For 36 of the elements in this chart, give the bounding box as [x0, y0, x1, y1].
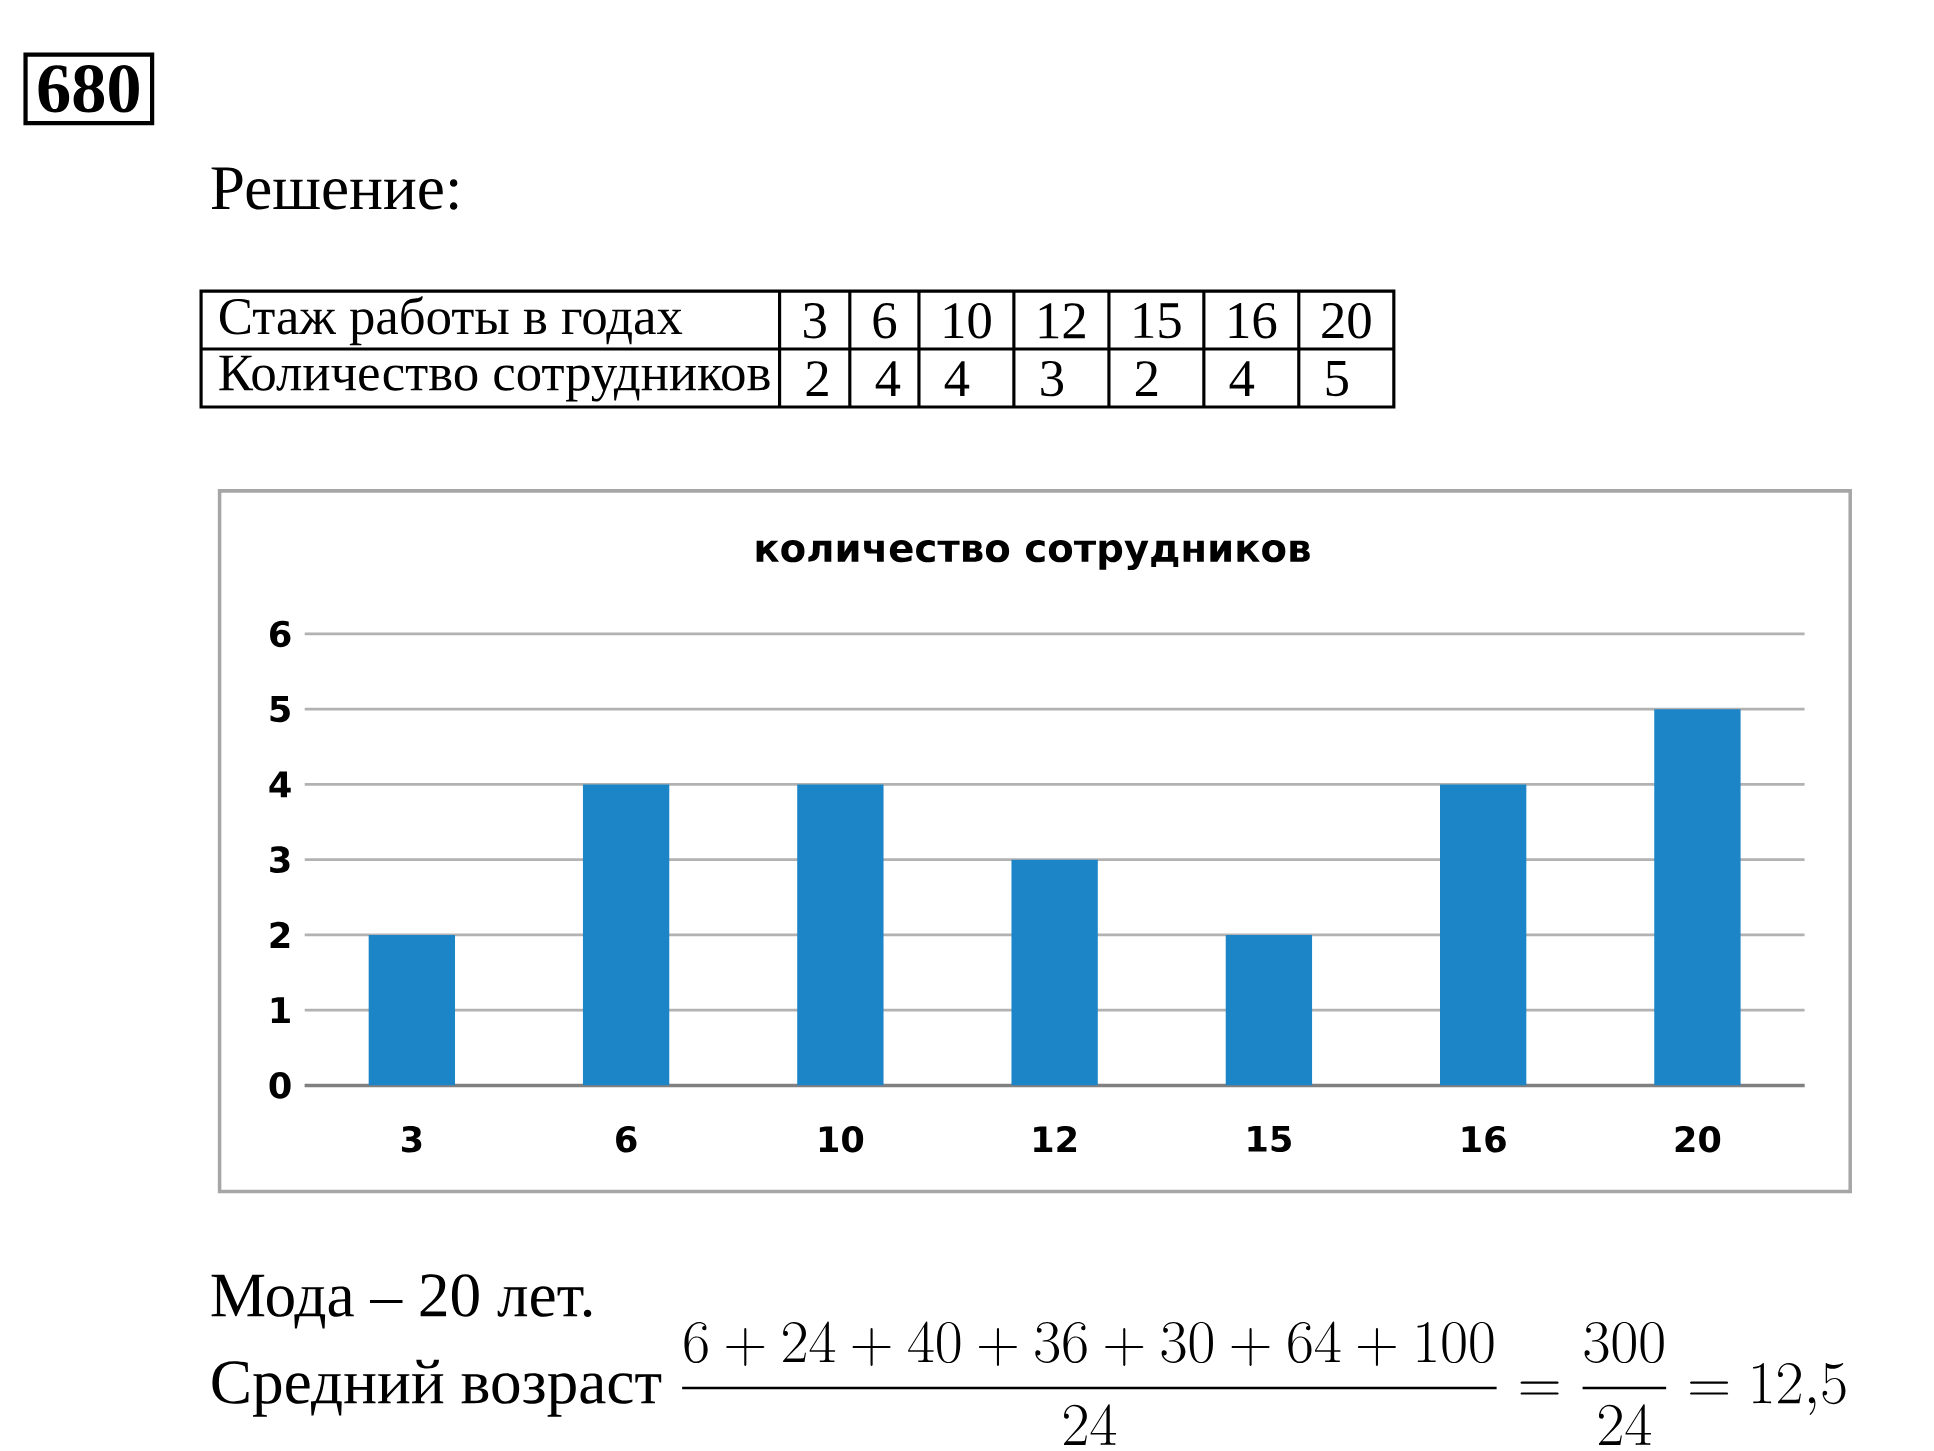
- category-label: 20: [1322, 303, 1371, 339]
- x-tick-label: 6: [616, 1126, 637, 1153]
- text: 2: [806, 361, 828, 397]
- x-tick-label: 16: [1462, 1126, 1506, 1153]
- text: Мода – 20 лет.: [211, 1274, 592, 1329]
- text: Решение:: [211, 167, 458, 211]
- category-label: 15: [1134, 303, 1181, 339]
- category-label: 3: [804, 303, 826, 339]
- category-label: 16: [1229, 303, 1277, 339]
- chart-title: количество сотрудников: [756, 540, 1310, 571]
- text: 3: [1041, 361, 1064, 397]
- x-tick-label: 3: [401, 1126, 422, 1153]
- text: 5: [1326, 361, 1348, 397]
- text: 4: [944, 361, 970, 397]
- text: 680: [38, 65, 139, 113]
- category-label: 10: [944, 303, 991, 339]
- y-tick-label: 0: [269, 1072, 291, 1099]
- y-tick-label: 5: [270, 696, 290, 723]
- category-label: 6: [873, 303, 897, 339]
- y-tick-label: 1: [271, 997, 290, 1024]
- text: 4: [875, 361, 901, 397]
- text: Количество сотрудников: [219, 355, 770, 402]
- x-tick-label: 10: [819, 1126, 864, 1153]
- y-tick-label: 2: [270, 922, 290, 949]
- text: 4: [1229, 361, 1255, 397]
- text: Средний возраст: [212, 1360, 662, 1417]
- text: $\frac{6+24+40+36+30+64+100}{24}=\frac{300}{24}=12{,}5$: [682, 1321, 1846, 1446]
- category-label: 12: [1039, 303, 1085, 339]
- text: 2: [1135, 361, 1158, 397]
- x-tick-label: 15: [1248, 1126, 1291, 1153]
- x-tick-label: 20: [1675, 1126, 1721, 1153]
- y-tick-label: 3: [270, 846, 290, 874]
- text: Стаж работы в годах: [219, 296, 683, 346]
- x-tick-label: 12: [1034, 1126, 1077, 1153]
- y-tick-label: 6: [270, 620, 291, 648]
- y-tick-label: 4: [269, 771, 291, 798]
